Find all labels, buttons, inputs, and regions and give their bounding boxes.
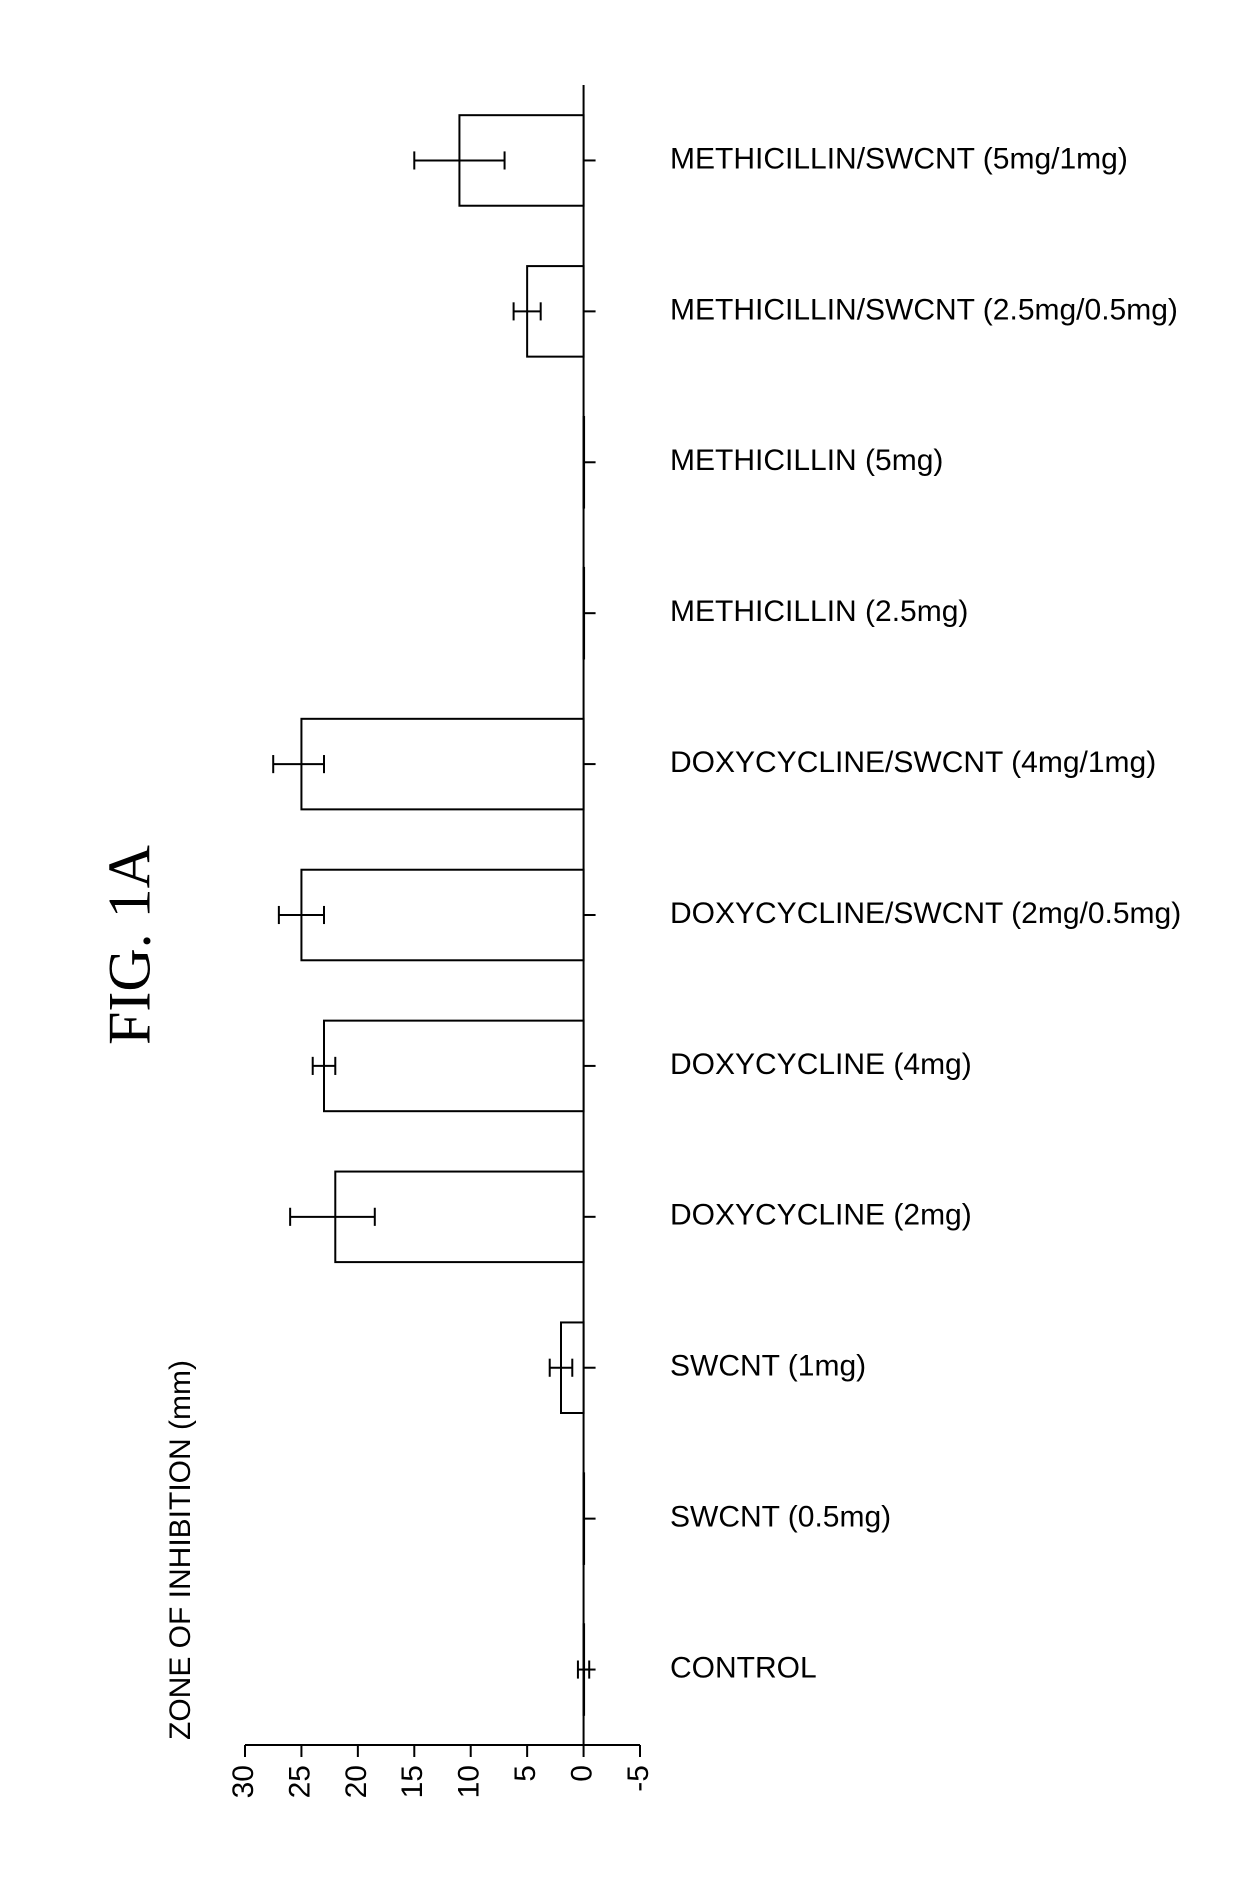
category-label: CONTROL: [670, 1651, 817, 1684]
bar: [324, 1021, 584, 1112]
category-label: METHICILLIN/SWCNT (2.5mg/0.5mg): [670, 293, 1178, 326]
bar: [301, 870, 583, 961]
category-label: SWCNT (0.5mg): [670, 1501, 891, 1534]
bar-chart: 30 25 20 15 10 5 0 -5 METHICILLIN/SWCNT (5mg/1mg…: [145, 65, 1205, 1825]
axis-tick-label: 0: [565, 1765, 598, 1782]
axis-tick-label: 25: [283, 1765, 316, 1798]
category-label: METHICILLIN/SWCNT (5mg/1mg): [670, 142, 1128, 175]
category-label: SWCNT (1mg): [670, 1350, 866, 1383]
axis-tick-label: -5: [622, 1765, 655, 1792]
category-label: DOXYCYCLINE/SWCNT (4mg/1mg): [670, 746, 1156, 779]
category-label: DOXYCYCLINE (2mg): [670, 1199, 972, 1232]
axis-tick-label: 10: [453, 1765, 486, 1798]
category-label: DOXYCYCLINE/SWCNT (2mg/0.5mg): [670, 897, 1181, 930]
axis-tick-label: 20: [340, 1765, 373, 1798]
bar: [301, 719, 583, 810]
axis-tick-label: 15: [396, 1765, 429, 1798]
category-label: METHICILLIN (2.5mg): [670, 595, 968, 628]
category-label: METHICILLIN (5mg): [670, 444, 943, 477]
axis-title: ZONE OF INHIBITION (mm): [164, 1360, 197, 1740]
axis-tick-label: 5: [509, 1765, 542, 1782]
category-label: DOXYCYCLINE (4mg): [670, 1048, 972, 1081]
axis-tick-label: 30: [227, 1765, 260, 1798]
